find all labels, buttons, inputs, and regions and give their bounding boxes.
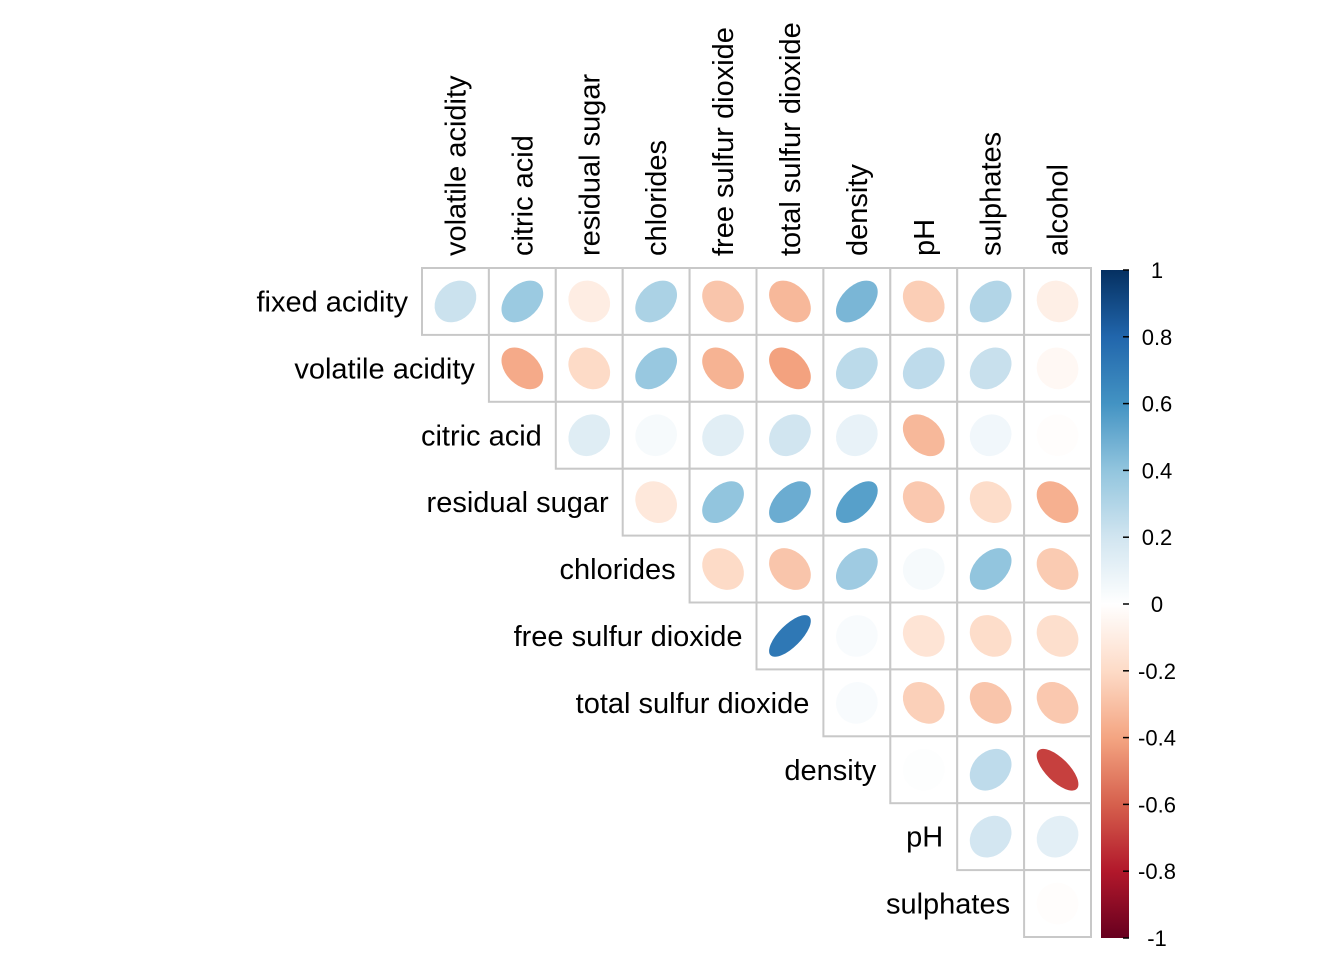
column-label: density [842, 164, 874, 256]
correlation-ellipse [702, 481, 744, 524]
correlation-ellipse [635, 414, 678, 457]
column-label: alcohol [1043, 164, 1075, 256]
correlation-ellipse [835, 481, 878, 524]
correlation-ellipse [902, 615, 945, 657]
correlation-ellipse [969, 280, 1012, 323]
colorbar-tick-label: -1 [1147, 926, 1167, 951]
grid-cell [688, 400, 758, 470]
correlation-ellipse [902, 414, 945, 457]
correlation-ellipse [835, 615, 878, 657]
column-label: free sulfur dioxide [708, 27, 740, 256]
correlation-ellipse [702, 347, 744, 390]
row-labels: fixed acidity volatile acidity citric acid… [256, 286, 1010, 920]
colorbar-tick-label: 0.6 [1142, 392, 1173, 417]
correlation-ellipse [902, 347, 945, 390]
column-labels: volatile acidity citric acid residual suga… [440, 22, 1074, 256]
correlation-ellipse [702, 414, 744, 457]
colorbar-tick-label: -0.2 [1138, 659, 1176, 684]
grid-cell [889, 267, 959, 336]
correlation-ellipse [1036, 280, 1079, 323]
row-label: total sulfur dioxide [576, 688, 810, 720]
correlation-ellipse [969, 481, 1012, 524]
correlation-ellipse [434, 280, 477, 323]
correlation-ellipse [769, 280, 811, 323]
correlation-ellipse [902, 280, 945, 323]
correlation-ellipse [1036, 347, 1079, 390]
row-label: pH [906, 822, 943, 854]
colorbar-tick-label: 0.8 [1142, 325, 1173, 350]
column-label: pH [909, 219, 941, 256]
row-label: volatile acidity [294, 353, 475, 385]
column-label: chlorides [641, 140, 673, 256]
grid-cell [755, 601, 825, 671]
correlation-ellipse [969, 815, 1012, 858]
correlation-ellipse [902, 481, 945, 524]
ellipse-marks [434, 280, 1079, 925]
correlation-ellipse [1036, 681, 1079, 724]
correlation-ellipse [769, 548, 811, 590]
correlation-ellipse [1036, 414, 1079, 457]
correlation-ellipse [1036, 481, 1079, 524]
correlation-ellipse [769, 414, 811, 457]
correlation-ellipse [635, 481, 678, 524]
correlation-ellipse [835, 414, 878, 457]
correlation-ellipse [969, 347, 1012, 390]
correlation-ellipse [635, 280, 678, 323]
correlation-ellipse [1036, 615, 1079, 657]
correlation-ellipse [969, 548, 1012, 590]
column-label: volatile acidity [440, 75, 472, 256]
row-label: residual sugar [427, 487, 609, 519]
correlation-ellipse [702, 280, 744, 323]
correlation-ellipse [835, 548, 878, 590]
row-label: fixed acidity [256, 286, 408, 318]
correlation-ellipse [902, 548, 945, 590]
correlation-ellipse [568, 280, 611, 323]
column-label: citric acid [507, 135, 539, 256]
colorbar-tick-label: 1 [1151, 258, 1163, 283]
colorbar-tick-label: -0.4 [1138, 726, 1176, 751]
cell-grid [421, 267, 1092, 938]
row-label: sulphates [886, 889, 1010, 921]
correlation-ellipse [1036, 548, 1079, 590]
colorbar-tick-label: 0.4 [1142, 458, 1173, 483]
correlation-ellipse [969, 615, 1012, 657]
correlation-ellipse [568, 414, 611, 457]
correlation-ellipse [969, 681, 1012, 724]
colorbar-tick-label: -0.8 [1138, 859, 1176, 884]
column-label: residual sugar [574, 74, 606, 256]
column-label: sulphates [976, 132, 1008, 256]
row-label: free sulfur dioxide [514, 621, 743, 653]
correlation-ellipse [902, 681, 945, 724]
row-label: citric acid [421, 420, 542, 452]
correlation-ellipse [969, 748, 1012, 791]
correlation-ellipse [501, 280, 544, 323]
correlation-ellipse [635, 347, 678, 390]
correlation-ellipse [902, 748, 945, 791]
correlation-ellipse [1036, 815, 1079, 858]
correlation-ellipse [702, 548, 744, 590]
correlation-ellipse [769, 481, 811, 524]
colorbar-tick-label: 0 [1151, 592, 1163, 617]
column-label: total sulfur dioxide [775, 22, 807, 256]
color-legend: 1 0.8 0.6 0.4 0.2 0 -0.2 -0.4 -0.6 -0.8 -1 [1101, 258, 1176, 951]
correlation-ellipse [969, 414, 1012, 457]
row-label: chlorides [560, 554, 676, 586]
correlation-ellipse [501, 347, 544, 390]
colorbar-tick-label: 0.2 [1142, 525, 1173, 550]
correlation-ellipse [1036, 748, 1079, 791]
correlation-ellipse [568, 347, 611, 390]
correlation-ellipse [835, 681, 878, 724]
grid-cell [688, 333, 758, 403]
colorbar-tick-label: -0.6 [1138, 792, 1176, 817]
correlation-ellipse [1036, 882, 1079, 925]
correlation-ellipse [769, 615, 811, 657]
correlation-ellipse [835, 347, 878, 390]
row-label: density [784, 755, 876, 787]
correlation-ellipse [835, 280, 878, 323]
correlation-ellipse [769, 347, 811, 390]
